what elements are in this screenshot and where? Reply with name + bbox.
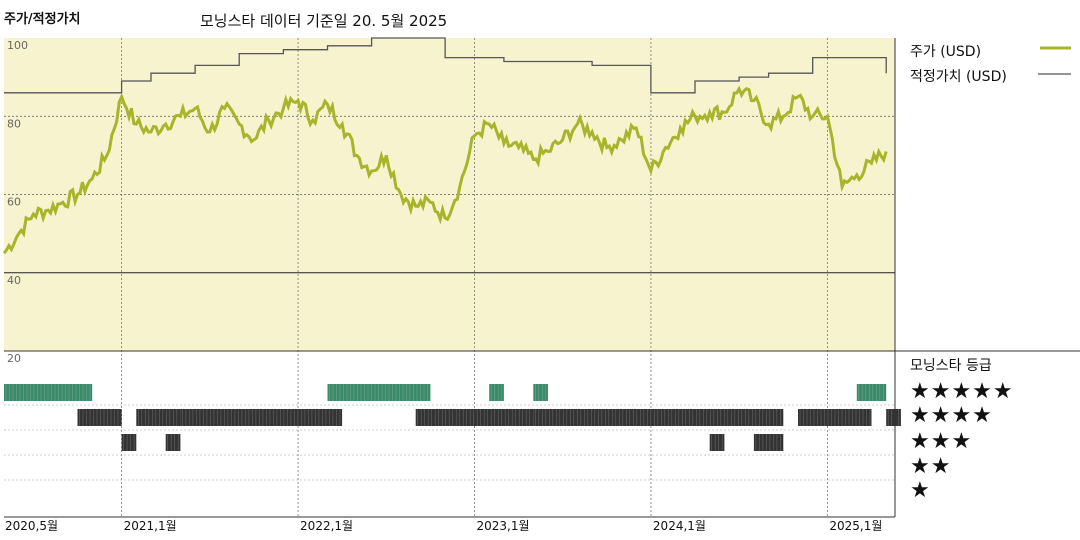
rating-bar — [77, 409, 122, 426]
rating-3-stars: ★★★ — [910, 429, 973, 454]
rating-1-stars: ★ — [910, 478, 931, 503]
y-axis-ticks: 100 80 60 40 20 — [7, 39, 28, 365]
x-tick-label: 2024,1월 — [653, 519, 706, 533]
rating-bar — [753, 434, 784, 451]
x-tick-label: 2020,5월 — [5, 519, 58, 533]
rating-title: 모닝스타 등급 — [910, 358, 992, 374]
rating-5-stars: ★★★★★ — [910, 379, 1014, 404]
rating-bar — [533, 384, 548, 401]
rating-bar — [856, 384, 887, 401]
x-tick-label: 2021,1월 — [124, 519, 177, 533]
rating-bar — [798, 409, 872, 426]
rating-bar — [121, 434, 137, 451]
x-tick-label: 2025,1월 — [829, 519, 882, 533]
rating-bar — [136, 409, 181, 426]
rating-bar — [4, 384, 93, 401]
legend-fair-label: 적정가치 (USD) — [910, 69, 1007, 85]
x-axis-ticks: 2020,5월 2021,1월 2022,1월 2023,1월 2024,1월 2025,… — [5, 519, 882, 533]
rating-bar — [415, 409, 534, 426]
y-tick-label: 60 — [7, 196, 21, 209]
y-tick-label: 20 — [7, 352, 21, 365]
legend-price-label: 주가 (USD) — [910, 44, 982, 60]
price-line — [2, 85, 888, 255]
rating-bar — [886, 409, 901, 426]
rating-bar — [709, 434, 725, 451]
x-tick-label: 2022,1월 — [300, 519, 353, 533]
chart-header: 주가/적정가치 — [4, 12, 81, 27]
grid — [4, 38, 895, 517]
rating-bar — [533, 409, 784, 426]
rating-4-stars: ★★★★ — [910, 403, 993, 428]
rating-bar — [489, 384, 504, 401]
y-tick-label: 100 — [7, 39, 28, 52]
rating-bars — [4, 384, 901, 451]
y-tick-label: 80 — [7, 117, 21, 130]
x-tick-label: 2023,1월 — [476, 519, 529, 533]
rating-bar — [180, 409, 343, 426]
fair-value-line — [4, 37, 887, 94]
rating-2-stars: ★★ — [910, 454, 952, 479]
y-tick-label: 40 — [7, 274, 21, 287]
rating-bar — [327, 384, 431, 401]
data-date-subtitle: 모닝스타 데이터 기준일 20. 5월 2025 — [200, 12, 448, 30]
rating-bar — [165, 434, 181, 451]
